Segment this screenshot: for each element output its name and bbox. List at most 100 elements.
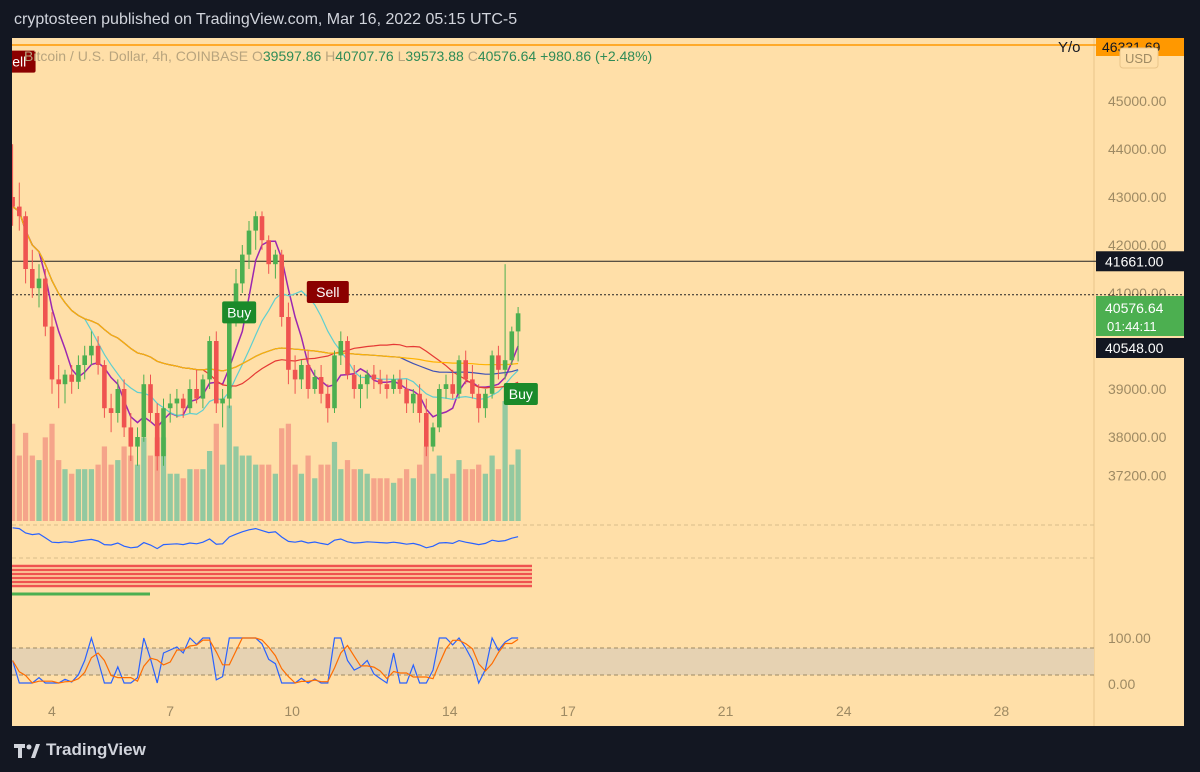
volume-bar (226, 405, 232, 521)
volume-bar (272, 473, 279, 521)
volume-bar (167, 473, 173, 521)
x-tick-label: 24 (836, 703, 852, 719)
candle-body (377, 379, 383, 385)
symbol-label: Bitcoin / U.S. Dollar, 4h, COINBASE (24, 48, 249, 64)
candle-body (286, 317, 291, 370)
y-tick-label: 38000.00 (1108, 429, 1167, 445)
close-label: C (467, 48, 478, 64)
volume-bar (101, 446, 108, 521)
candle-body (56, 379, 61, 385)
volume-bar (430, 473, 436, 521)
candle-body (305, 365, 311, 389)
open-value: 39597.86 (262, 48, 322, 64)
ohlc-legend: Bitcoin / U.S. Dollar, 4h, COINBASE O395… (24, 48, 652, 64)
volume-bar (515, 449, 521, 521)
volume-bar (193, 469, 200, 521)
candle-body (476, 393, 482, 409)
close-value: 40576.64 (477, 48, 537, 64)
candle-body (174, 398, 180, 404)
candle-body (82, 355, 88, 365)
volume-bar (82, 469, 88, 521)
candle-body (509, 331, 515, 361)
volume-bar (253, 464, 259, 521)
volume-bar (219, 464, 226, 521)
volume-bar (469, 469, 476, 521)
volume-bar (331, 441, 338, 521)
y-tick-label: 45000.00 (1108, 93, 1167, 109)
x-tick-label: 21 (718, 703, 734, 719)
volume-bar (338, 469, 344, 521)
current-price-label: 40576.64 (1105, 300, 1164, 316)
volume-bar (233, 446, 239, 521)
candle-body (161, 408, 166, 457)
candle-body (154, 413, 160, 457)
volume-bar (266, 464, 272, 521)
candle-body (259, 216, 265, 241)
volume-bar (154, 437, 160, 521)
rsi-line (12, 527, 519, 550)
candle-body (489, 355, 495, 394)
price-chart[interactable]: 45000.0044000.0043000.0042000.0041000.00… (12, 38, 1184, 726)
candle-body (23, 216, 28, 269)
candle-body (167, 403, 173, 409)
volume-bar (357, 469, 364, 521)
brand-name: TradingView (46, 740, 146, 759)
volume-bar (56, 460, 62, 521)
chart-area[interactable]: 45000.00 44000.00 43000.00 42000.00 41000.00… (12, 38, 1184, 726)
candle-body (102, 365, 107, 409)
volume-bar (476, 464, 482, 521)
signal-badge (12, 50, 36, 73)
volume-bar (121, 446, 127, 521)
ma-line-yellow (12, 206, 519, 372)
candle-body (240, 254, 245, 284)
signal-badge (222, 301, 257, 324)
candle-body (463, 360, 468, 380)
osc-tick-label: 0.00 (1108, 676, 1135, 692)
volume-bar (463, 469, 469, 521)
footer: TradingView (0, 726, 1200, 772)
stoch-k-line (12, 635, 519, 685)
candle-body (450, 384, 455, 394)
volume-bar (239, 455, 245, 521)
volume-bar (95, 464, 101, 521)
volume-bar (495, 469, 502, 521)
candle-body (148, 384, 153, 413)
high-value: 40707.76 (335, 48, 394, 64)
candle-body (141, 384, 147, 437)
x-tick-label: 4 (48, 703, 56, 719)
volume-bar (180, 478, 186, 521)
volume-bar (75, 469, 82, 521)
volume-bar (22, 432, 29, 521)
volume-bar (29, 455, 35, 521)
volume-bar (403, 469, 410, 521)
candle-body (273, 254, 278, 265)
volume-bar (456, 460, 462, 521)
volume-bar (200, 469, 206, 521)
tradingview-logo[interactable]: TradingView (14, 740, 146, 760)
volume-bar (62, 469, 68, 521)
volume-bar (128, 455, 134, 521)
x-tick-label: 28 (994, 703, 1010, 719)
signal-badge (503, 383, 538, 405)
candle-body (312, 377, 318, 389)
candle-body (69, 374, 74, 382)
candle-body (194, 389, 199, 399)
signal-label: Sell (12, 54, 26, 70)
volume-bar (318, 464, 324, 521)
volume-bar (88, 469, 95, 521)
candle-body (62, 374, 68, 385)
candle-body (345, 341, 350, 375)
volume-bar (246, 455, 252, 521)
signal-label: Sell (316, 284, 339, 300)
volume-bar (12, 423, 16, 521)
currency-label: USD (1125, 51, 1152, 66)
candle-body (43, 278, 48, 327)
volume-bar (42, 437, 48, 521)
volume-bar (377, 478, 383, 521)
candle-body (36, 278, 42, 289)
ma-line-fast (12, 205, 519, 429)
volume-bar (115, 460, 121, 521)
y-tick-label: 43000.00 (1108, 189, 1167, 205)
publish-info: cryptosteen published on TradingView.com… (14, 11, 518, 28)
volume-bar (344, 460, 351, 521)
